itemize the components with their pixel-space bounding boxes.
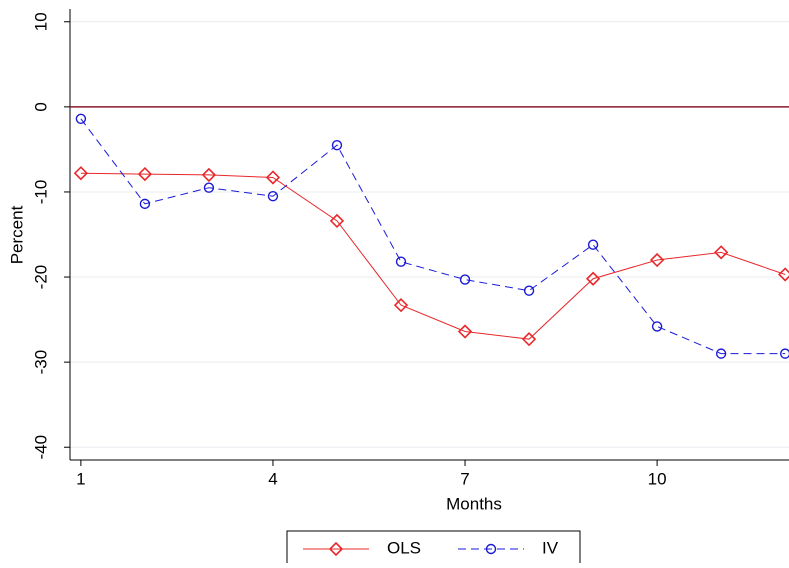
data-point	[459, 274, 471, 285]
series-line	[80, 172, 786, 340]
legend-label: OLS	[387, 538, 421, 557]
x-tick-label: 7	[460, 469, 469, 488]
data-point	[203, 182, 215, 193]
data-point	[651, 321, 663, 332]
data-point	[75, 113, 87, 124]
data-point	[649, 252, 665, 268]
data-point	[585, 271, 601, 286]
data-point	[137, 166, 153, 182]
y-tick-label: -20	[31, 265, 50, 290]
y-axis-label: Percent	[7, 205, 26, 264]
x-tick-label: 10	[648, 469, 667, 488]
data-point	[457, 324, 473, 339]
legend-label: IV	[542, 538, 559, 557]
x-tick-label: 4	[268, 469, 277, 488]
legend-marker	[328, 541, 344, 557]
series-line	[80, 118, 786, 355]
data-point	[329, 213, 345, 229]
legend-box	[286, 530, 581, 568]
y-tick-label: -30	[31, 350, 50, 375]
legend-marker	[485, 543, 497, 555]
y-tick-label: 10	[31, 12, 50, 31]
data-point	[395, 256, 407, 267]
data-point	[714, 245, 729, 260]
data-point	[139, 198, 151, 210]
data-point	[267, 191, 279, 202]
data-point	[587, 239, 599, 250]
data-point	[715, 348, 727, 359]
x-tick-label: 1	[76, 469, 85, 488]
data-point	[778, 267, 789, 282]
data-point	[265, 170, 281, 185]
data-point	[523, 285, 535, 296]
y-tick-label: -10	[31, 180, 50, 205]
y-tick-label: 0	[31, 102, 50, 111]
data-point	[393, 297, 409, 313]
y-tick-label: -40	[31, 435, 50, 460]
data-point	[331, 139, 343, 151]
data-point	[521, 332, 537, 347]
data-point	[73, 166, 89, 181]
data-point	[779, 348, 789, 359]
data-point	[201, 167, 217, 183]
x-axis-label: Months	[446, 494, 502, 513]
